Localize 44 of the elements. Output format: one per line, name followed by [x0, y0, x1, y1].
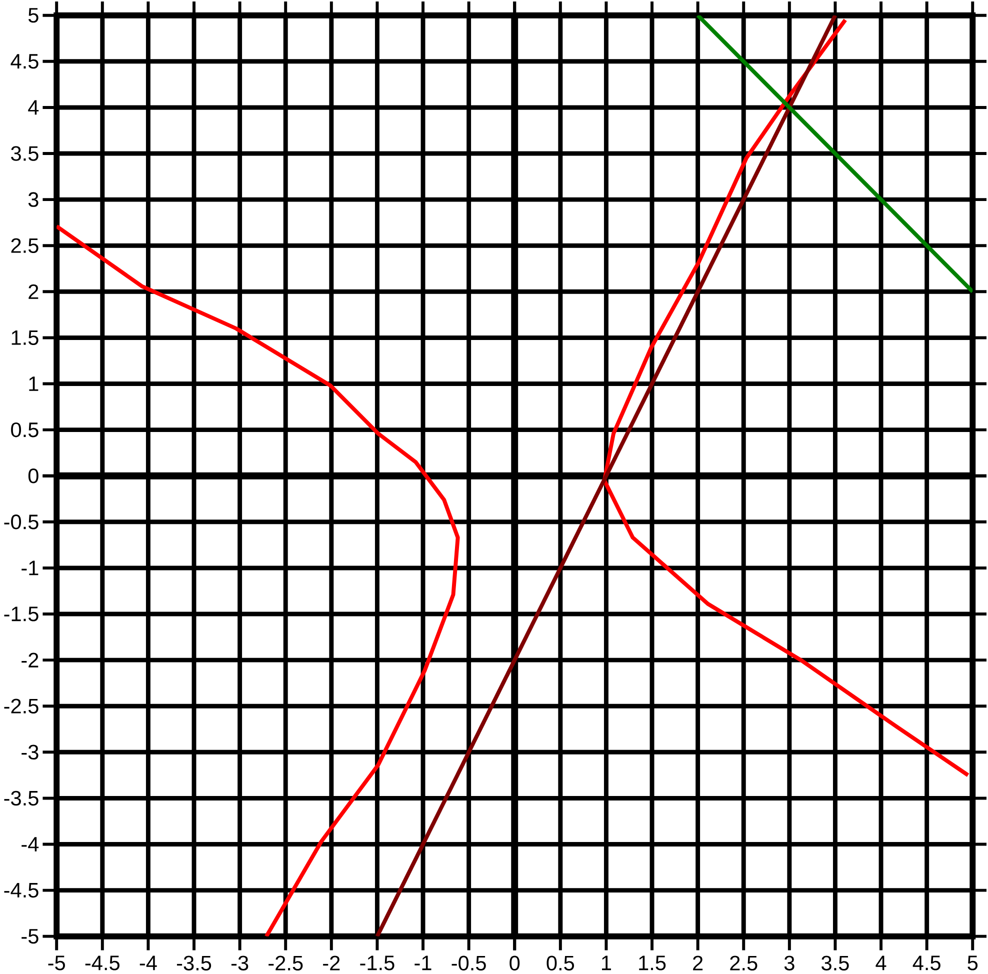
x-tick-label: 1.5: [639, 956, 666, 970]
x-tick-label: 4.5: [912, 956, 940, 970]
y-tick-label: -3.5: [4, 790, 38, 806]
y-tick-label: -2: [22, 652, 38, 668]
x-tick-label: -1: [414, 956, 432, 970]
x-tick-label: -1.5: [360, 956, 394, 970]
x-tick-label: -3.5: [176, 956, 212, 971]
y-tick-label: 0.5: [11, 422, 38, 438]
y-tick-label: 1: [29, 376, 38, 392]
x-tick-label: 2: [693, 956, 703, 970]
x-tick-label: 2.5: [730, 956, 758, 971]
y-tick-label: -1.5: [4, 606, 38, 622]
x-tick-label: 0: [510, 956, 520, 971]
y-tick-label: 3.5: [11, 146, 38, 161]
x-tick-label: -4: [140, 956, 157, 970]
x-tick-label: 3: [784, 956, 794, 971]
x-tick-label: -0.5: [452, 956, 486, 971]
x-tick-label: 0.5: [546, 956, 574, 971]
x-tick-label: -2: [323, 956, 340, 970]
y-tick-label: -1: [22, 560, 38, 576]
x-tick-label: 5: [968, 956, 978, 970]
y-tick-label: 4: [28, 100, 39, 115]
y-tick-label: -0.5: [4, 514, 38, 530]
x-tick-label: -5: [48, 956, 65, 970]
x-tick-label: 1: [602, 956, 611, 970]
line-series: [56, 224, 460, 936]
y-tick-label: -4: [22, 837, 39, 852]
x-tick-label: 3.5: [822, 956, 849, 971]
y-tick-label: 0: [28, 468, 38, 484]
y-tick-label: 5: [28, 8, 38, 23]
line-series: [602, 18, 970, 778]
y-tick-label: 1.5: [12, 330, 38, 346]
y-tick-label: 4.5: [10, 54, 38, 69]
x-tick-label: -2.5: [268, 956, 303, 971]
x-tick-label: -4.5: [85, 956, 120, 970]
y-tick-label: -4.5: [4, 883, 38, 898]
y-tick-label: -2.5: [4, 698, 38, 714]
y-tick-label: 3: [28, 192, 38, 208]
x-tick-label: -3: [231, 956, 248, 971]
y-tick-label: 2.5: [11, 238, 38, 254]
y-tick-label: -5: [22, 929, 38, 944]
x-tick-label: 4: [876, 956, 886, 970]
y-tick-label: 2: [28, 284, 38, 300]
y-tick-label: -3: [22, 744, 38, 760]
